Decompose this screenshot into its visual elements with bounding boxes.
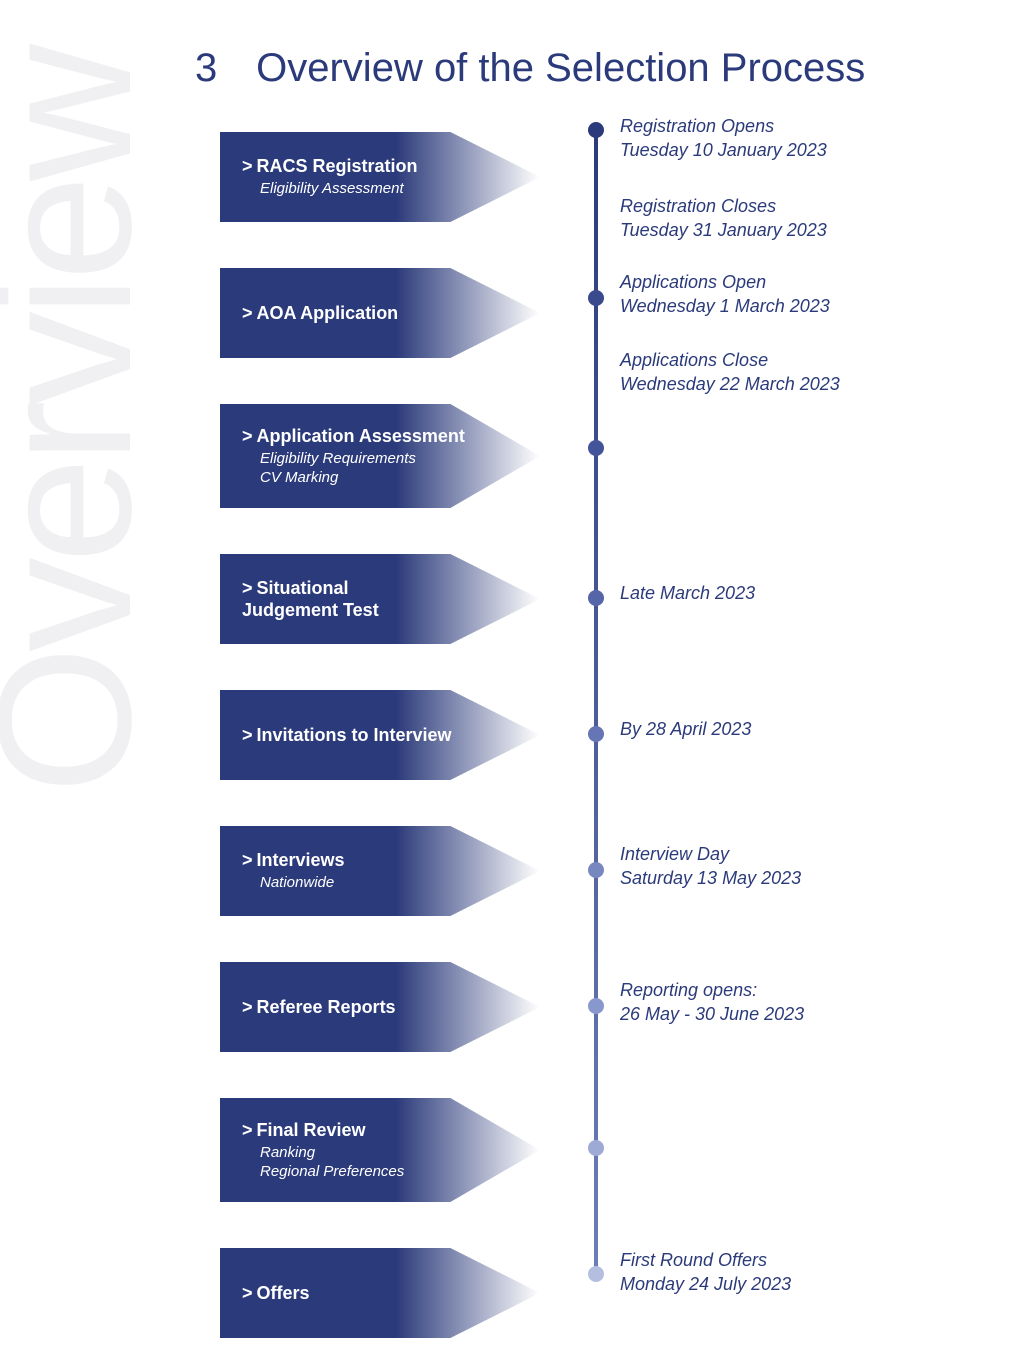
process-step-arrow: >Application AssessmentEligibility Requi… — [220, 404, 540, 508]
page-title: 3 Overview of the Selection Process — [195, 46, 865, 91]
process-step-arrow: >RACS Registration Eligibility Assessment — [220, 132, 540, 222]
timeline-dot — [588, 122, 604, 138]
timeline-date: Reporting opens:26 May - 30 June 2023 — [620, 978, 804, 1027]
timeline-date: Late March 2023 — [620, 581, 755, 605]
timeline-date: Registration ClosesTuesday 31 January 20… — [620, 194, 827, 243]
timeline-dot — [588, 1140, 604, 1156]
step-subtitle: Eligibility RequirementsCV Marking — [260, 450, 510, 488]
timeline-dot — [588, 1266, 604, 1282]
process-step-arrow: >Interviews Nationwide — [220, 826, 540, 916]
heading-number: 3 — [195, 46, 245, 91]
step-subtitle: RankingRegional Preferences — [260, 1144, 510, 1182]
timeline-date: Registration OpensTuesday 10 January 202… — [620, 114, 827, 163]
step-title: >Invitations to Interview — [242, 724, 510, 747]
process-step-arrow: >Referee Reports — [220, 962, 540, 1052]
process-step-arrow: >SituationalJudgement Test — [220, 554, 540, 644]
timeline-date: Applications OpenWednesday 1 March 2023 — [620, 270, 830, 319]
step-title: >SituationalJudgement Test — [242, 577, 510, 622]
step-title: >RACS Registration — [242, 155, 510, 178]
timeline-dot — [588, 440, 604, 456]
timeline-dot — [588, 290, 604, 306]
heading-text: Overview of the Selection Process — [256, 46, 865, 90]
timeline-dot — [588, 862, 604, 878]
timeline-date: First Round OffersMonday 24 July 2023 — [620, 1248, 791, 1297]
timeline-date: By 28 April 2023 — [620, 717, 751, 741]
step-title: >AOA Application — [242, 302, 510, 325]
step-title: >Final Review — [242, 1119, 510, 1142]
background-word: Overview — [0, 50, 160, 794]
timeline-date: Applications CloseWednesday 22 March 202… — [620, 348, 840, 397]
process-step-arrow: >Invitations to Interview — [220, 690, 540, 780]
timeline-dot — [588, 590, 604, 606]
timeline-dot — [588, 998, 604, 1014]
process-step-arrow: >Final ReviewRankingRegional Preferences — [220, 1098, 540, 1202]
process-diagram: >RACS Registration Eligibility Assessment… — [220, 120, 960, 1320]
step-title: >Interviews — [242, 849, 510, 872]
step-subtitle: Eligibility Assessment — [260, 180, 510, 199]
timeline-date: Interview DaySaturday 13 May 2023 — [620, 842, 801, 891]
step-subtitle: Nationwide — [260, 874, 510, 893]
process-step-arrow: >AOA Application — [220, 268, 540, 358]
timeline-dot — [588, 726, 604, 742]
step-title: >Application Assessment — [242, 425, 510, 448]
step-title: >Referee Reports — [242, 996, 510, 1019]
process-step-arrow: >Offers — [220, 1248, 540, 1338]
step-title: >Offers — [242, 1282, 510, 1305]
